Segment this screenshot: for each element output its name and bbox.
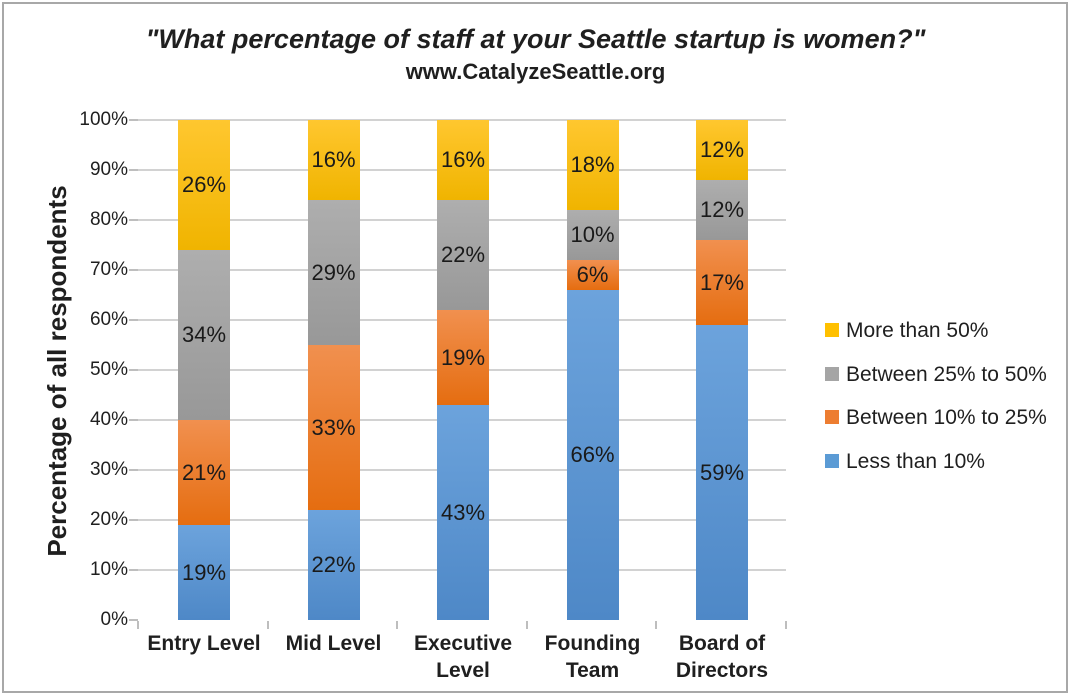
x-tick	[396, 621, 399, 629]
x-tick	[655, 621, 658, 629]
y-tick-label: 50%	[89, 359, 128, 380]
y-tick-label: 40%	[89, 409, 128, 430]
bar-segment	[178, 525, 230, 620]
y-tick-label: 90%	[89, 159, 128, 180]
bar-value-label: 10%	[570, 222, 615, 247]
y-tick	[129, 569, 138, 571]
bar-segment	[696, 120, 748, 180]
legend-label: Between 10% to 25%	[846, 406, 1047, 429]
y-tick	[129, 119, 138, 121]
bar-segment	[178, 120, 230, 250]
bar-value-label: 59%	[699, 459, 745, 485]
bar-segment	[307, 510, 360, 620]
bar-value-label: 26%	[181, 172, 227, 197]
x-category-label: Mid Level	[285, 632, 382, 655]
bar-segment	[178, 250, 230, 420]
bar-value-label: 17%	[699, 269, 745, 295]
legend-label: More than 50%	[846, 319, 989, 342]
bar-segment	[566, 120, 619, 210]
bar-value-label: 22%	[440, 242, 486, 267]
bar-value-label: 16%	[311, 147, 356, 172]
bar-segment	[307, 345, 360, 510]
y-tick	[129, 469, 138, 471]
bar-segment	[307, 200, 360, 345]
legend-label: Less than 10%	[846, 449, 985, 473]
y-tick-label: 0%	[100, 609, 128, 630]
bar-value-label: 33%	[311, 414, 356, 440]
bar-segment	[178, 420, 230, 525]
bar-segment	[437, 120, 489, 200]
y-tick	[129, 269, 138, 271]
bar-value-label: 6%	[576, 262, 609, 287]
legend-swatch	[825, 366, 839, 381]
bar-value-label: 22%	[311, 552, 356, 577]
bar-value-label: 19%	[440, 344, 486, 370]
bar-segment	[696, 325, 748, 620]
y-tick-label: 20%	[89, 509, 128, 530]
x-category-label: Board of Directors	[675, 632, 769, 682]
legend-swatch	[825, 410, 839, 424]
legend-swatch	[825, 453, 839, 468]
bar-value-label: 19%	[181, 559, 227, 585]
chart-title: "What percentage of staff at your Seattl…	[145, 24, 926, 54]
x-category-label: Entry Level	[147, 632, 261, 655]
y-tick-label: 10%	[89, 559, 128, 580]
bar-segment	[566, 260, 619, 290]
y-tick	[129, 619, 138, 621]
bar-value-label: 12%	[699, 137, 745, 162]
y-tick-label: 70%	[89, 259, 128, 280]
legend-swatch	[825, 323, 839, 337]
x-category-label: Executive Level	[413, 632, 513, 682]
y-tick-label: 30%	[89, 459, 128, 480]
y-tick	[129, 419, 138, 421]
bar-value-label: 43%	[440, 499, 486, 525]
bar-segment	[437, 405, 489, 620]
x-tick	[266, 621, 269, 629]
legend-label: Between 25% to 50%	[846, 362, 1047, 386]
bar-value-label: 16%	[440, 147, 486, 172]
bar-segment	[696, 180, 748, 240]
x-tick	[525, 621, 528, 629]
y-tick-label: 80%	[89, 209, 128, 230]
bar-value-label: 29%	[311, 259, 356, 285]
y-tick	[129, 319, 138, 321]
y-tick-label: 60%	[89, 309, 128, 330]
y-tick	[129, 519, 138, 521]
title-block: "What percentage of staff at your Seattl…	[0, 22, 1071, 88]
bar-segment	[566, 210, 619, 260]
bar-value-label: 21%	[181, 459, 227, 485]
y-tick	[129, 219, 138, 221]
bar-value-label: 12%	[699, 197, 745, 222]
bar-segment	[307, 120, 360, 200]
y-tick	[129, 369, 138, 371]
chart-subtitle: www.CatalyzeSeattle.org	[405, 59, 666, 84]
y-tick-label: 100%	[79, 109, 128, 130]
x-tick	[785, 621, 787, 629]
x-tick	[137, 621, 139, 629]
y-tick	[129, 169, 138, 171]
bar-value-label: 34%	[181, 322, 227, 347]
bar-segment	[437, 200, 489, 310]
bar-segment	[437, 310, 489, 405]
bar-value-label: 18%	[570, 152, 615, 177]
bar-value-label: 66%	[570, 442, 615, 467]
bar-segment	[696, 240, 748, 325]
x-category-label: Founding Team	[544, 632, 641, 682]
bar-segment	[566, 290, 619, 620]
